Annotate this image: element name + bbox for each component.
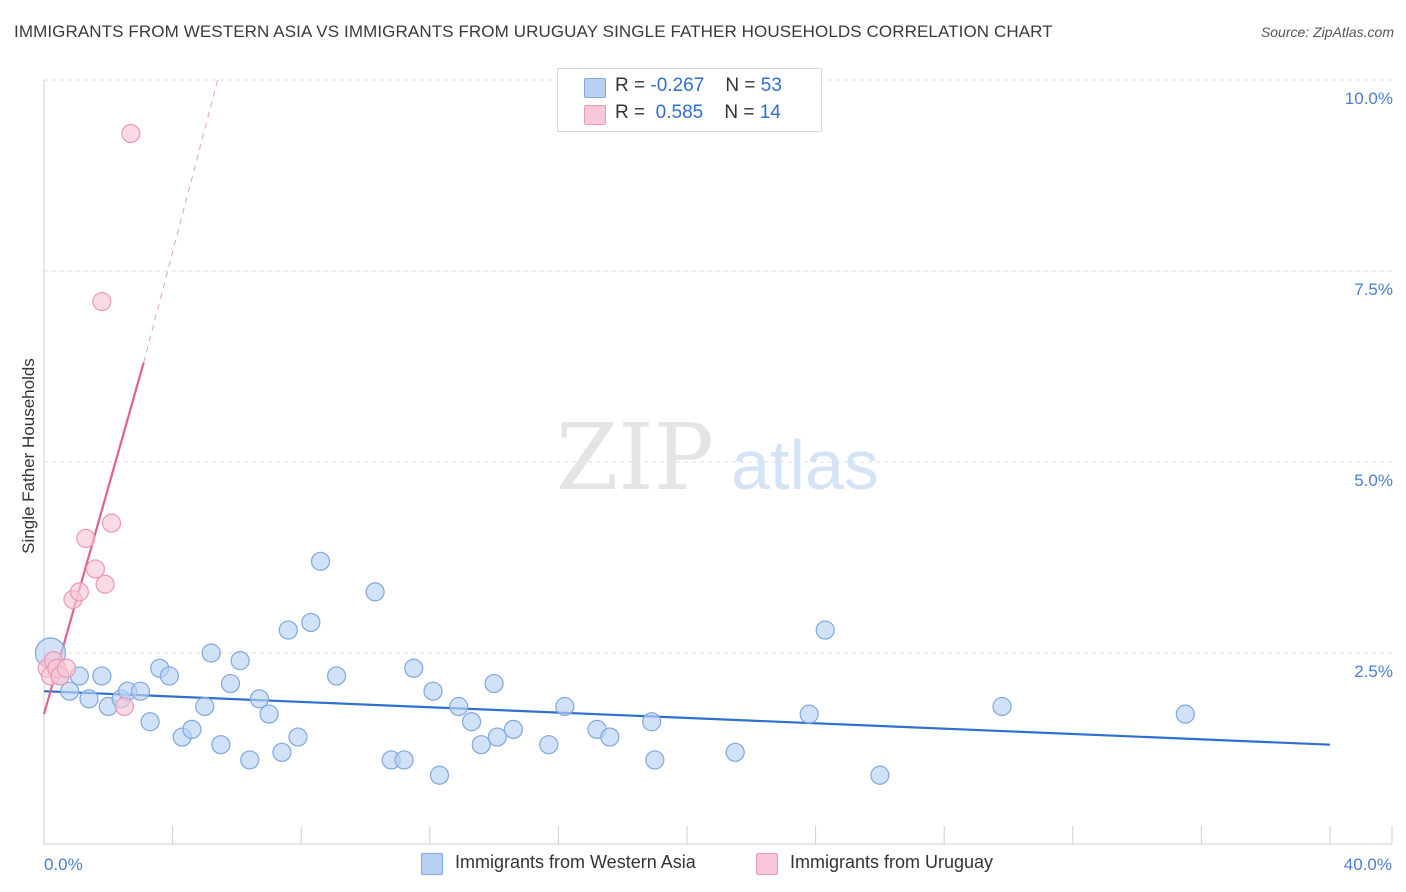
point-western-asia	[60, 681, 80, 701]
source-label: Source: ZipAtlas.com	[1260, 24, 1394, 40]
n-label: N =	[725, 75, 756, 96]
legend-swatch-pink	[584, 105, 606, 125]
point-western-asia	[79, 689, 99, 709]
y-tick-label: 5.0%	[1354, 471, 1393, 490]
point-western-asia	[423, 681, 443, 701]
point-western-asia	[555, 696, 575, 717]
point-western-asia	[449, 696, 469, 717]
point-uruguay	[56, 658, 77, 678]
gridlines	[44, 79, 1392, 654]
point-western-asia	[539, 735, 559, 755]
legend-swatch-blue	[421, 853, 443, 875]
y-tick-label: 2.5%	[1354, 662, 1393, 681]
legend-swatch-pink	[756, 853, 778, 875]
point-uruguay	[121, 123, 141, 144]
axes	[43, 80, 1392, 845]
point-western-asia	[484, 673, 504, 694]
point-western-asia	[725, 742, 745, 762]
r-value: 0.585	[650, 102, 704, 123]
point-uruguay	[114, 696, 134, 717]
chart-title: IMMIGRANTS FROM WESTERN ASIA VS IMMIGRAN…	[14, 22, 1053, 41]
r-value: -0.267	[650, 75, 705, 96]
n-label: N =	[724, 102, 755, 123]
point-western-asia	[394, 750, 414, 770]
n-value: 14	[759, 102, 781, 123]
point-western-asia	[288, 727, 308, 747]
point-uruguay	[76, 528, 96, 549]
x-ticks	[43, 826, 1393, 844]
x-tick-label-min: 0.0%	[44, 855, 83, 874]
r-label: R =	[615, 75, 646, 96]
point-western-asia	[642, 712, 662, 732]
x-tick-label-max: 40.0%	[1344, 855, 1392, 874]
point-uruguay	[69, 582, 89, 602]
point-western-asia	[404, 658, 424, 678]
point-uruguay	[85, 559, 106, 579]
point-western-asia	[249, 689, 270, 709]
point-western-asia	[220, 673, 241, 694]
legend-label: Immigrants from Uruguay	[790, 852, 994, 872]
point-western-asia	[159, 666, 179, 686]
point-uruguay	[101, 513, 122, 533]
y-axis-label: Single Father Households	[19, 358, 38, 554]
point-western-asia	[503, 719, 523, 740]
trend-line-western-asia	[43, 690, 1331, 746]
point-western-asia	[461, 712, 482, 732]
trend-line-uruguay-extension	[143, 79, 219, 363]
point-western-asia	[230, 651, 250, 671]
watermark-zip: ZIP	[556, 404, 714, 511]
point-western-asia	[310, 551, 331, 571]
point-uruguay	[95, 574, 115, 594]
legend-text: R = 0.585 N = 14	[615, 102, 781, 124]
point-western-asia	[240, 750, 260, 770]
point-western-asia	[1175, 704, 1195, 724]
legend-label: Immigrants from Western Asia	[455, 852, 696, 872]
point-western-asia	[272, 742, 292, 762]
point-western-asia	[278, 620, 298, 640]
point-uruguay	[92, 291, 112, 312]
y-tick-labels: 2.5% 5.0% 7.5% 10.0%	[1345, 89, 1393, 681]
data-points	[34, 123, 1195, 785]
point-western-asia	[301, 612, 321, 633]
point-western-asia	[429, 765, 450, 785]
n-value: 53	[760, 75, 782, 96]
point-western-asia	[992, 696, 1012, 717]
r-label: R =	[615, 102, 646, 123]
legend-swatch-blue	[584, 78, 606, 98]
point-western-asia	[815, 620, 835, 640]
point-western-asia	[600, 727, 620, 747]
point-western-asia	[645, 750, 665, 770]
point-western-asia	[201, 643, 221, 663]
point-western-asia	[259, 704, 279, 724]
point-western-asia	[487, 727, 507, 747]
point-western-asia	[92, 666, 112, 686]
point-western-asia	[130, 681, 151, 701]
point-western-asia	[211, 735, 231, 755]
legend-text: R = -0.267 N = 53	[615, 75, 782, 97]
point-western-asia	[140, 712, 160, 732]
point-western-asia	[799, 704, 819, 724]
point-western-asia	[471, 735, 491, 755]
point-western-asia	[365, 582, 385, 602]
point-western-asia	[182, 719, 202, 740]
watermark-atlas: atlas	[731, 426, 879, 504]
y-tick-label: 10.0%	[1345, 89, 1393, 108]
y-tick-label: 7.5%	[1354, 280, 1393, 299]
point-western-asia	[326, 666, 347, 686]
point-western-asia	[870, 765, 890, 785]
point-western-asia	[195, 696, 215, 717]
correlation-legend: R = -0.267 N = 53 R = 0.585 N = 14	[557, 68, 822, 132]
